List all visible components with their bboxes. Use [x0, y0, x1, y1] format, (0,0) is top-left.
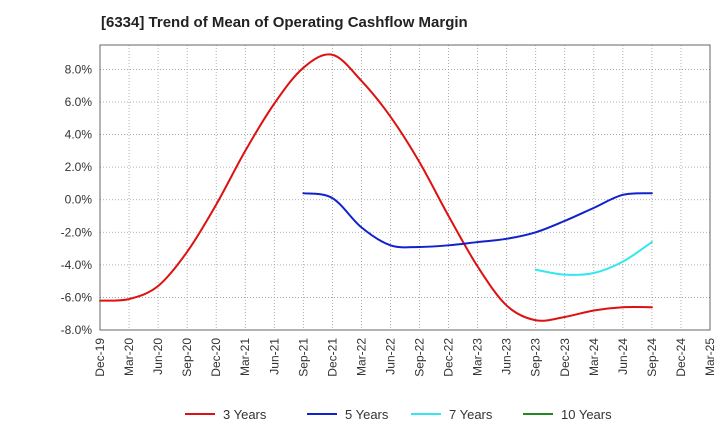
y-tick-label: 0.0% [65, 193, 93, 207]
x-tick-label: Mar-24 [587, 338, 601, 376]
y-tick-label: -4.0% [61, 258, 93, 272]
chart-title: [6334] Trend of Mean of Operating Cashfl… [101, 14, 468, 31]
x-tick-label: Sep-24 [645, 338, 659, 377]
legend-label: 5 Years [345, 407, 389, 422]
series-line [534, 241, 653, 276]
y-tick-label: 8.0% [65, 62, 93, 76]
x-tick-label: Sep-21 [296, 338, 310, 377]
x-tick-label: Dec-23 [558, 338, 572, 377]
axis-layer: -8.0% -6.0% -4.0% -2.0% 0.0% 2.0% 4.0% 6.0% 8.0%… [61, 44, 717, 377]
y-tick-label: -6.0% [61, 290, 93, 304]
legend-label: 7 Years [449, 407, 493, 422]
legend-label: 10 Years [561, 407, 612, 422]
legend-label: 3 Years [223, 407, 267, 422]
x-tick-label: Jun-24 [616, 338, 630, 375]
x-tick-label: Sep-20 [180, 338, 194, 377]
series-line [99, 53, 653, 322]
y-tick-label: -8.0% [61, 323, 93, 337]
x-tick-label: Sep-23 [529, 338, 543, 377]
x-tick-label: Mar-21 [238, 338, 252, 376]
x-tick-label: Dec-20 [209, 338, 223, 377]
x-tick-label: Mar-23 [471, 338, 485, 376]
x-tick-label: Jun-23 [500, 338, 514, 375]
y-tick-label: -2.0% [61, 225, 93, 239]
x-tick-label: Dec-24 [674, 338, 688, 377]
legend-layer: 3 Years 5 Years 7 Years 10 Years [185, 407, 612, 422]
x-tick-label: Mar-20 [122, 338, 136, 376]
x-tick-label: Jun-22 [383, 338, 397, 375]
x-tick-label: Mar-25 [703, 338, 717, 376]
x-tick-label: Dec-21 [325, 338, 339, 377]
y-tick-label: 4.0% [65, 128, 93, 142]
plot-frame [99, 44, 711, 331]
x-tick-label: Jun-21 [267, 338, 281, 375]
series-line [302, 192, 653, 249]
x-tick-label: Dec-19 [93, 338, 107, 377]
y-tick-label: 2.0% [65, 160, 93, 174]
grid-layer [100, 45, 710, 330]
series-layer [99, 53, 653, 322]
x-tick-label: Jun-20 [151, 338, 165, 375]
x-tick-label: Dec-22 [442, 338, 456, 377]
x-tick-label: Mar-22 [354, 338, 368, 376]
x-tick-label: Sep-22 [413, 338, 427, 377]
y-tick-label: 6.0% [65, 95, 93, 109]
